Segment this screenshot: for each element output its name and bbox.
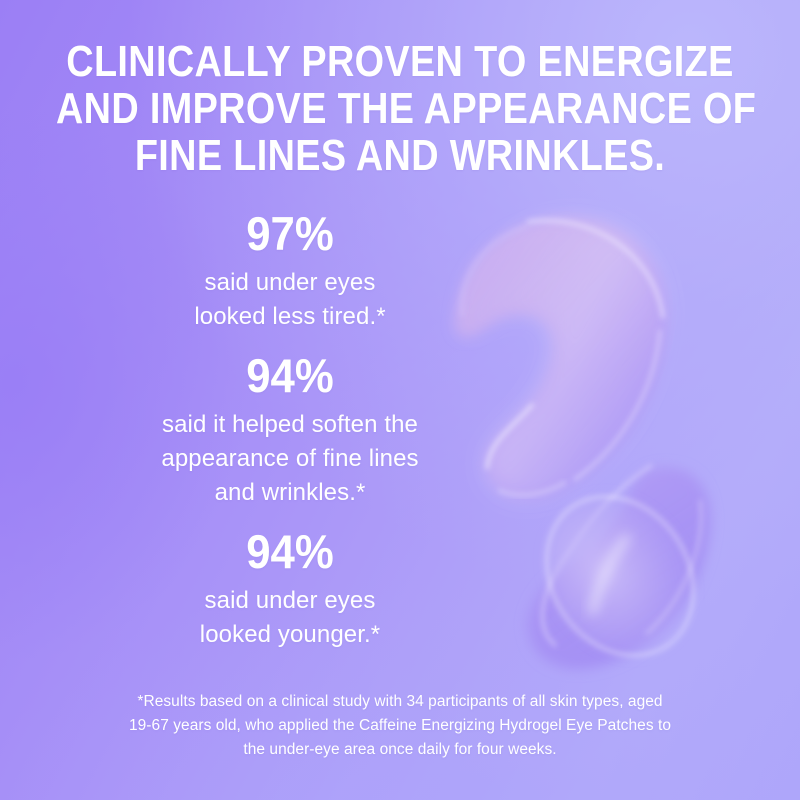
stat-description: said it helped soften the appearance of … (60, 408, 520, 510)
stat-description-line: looked less tired.* (194, 303, 386, 330)
stat-description-line: and wrinkles.* (214, 479, 366, 506)
stat-description-line: appearance of fine lines (161, 445, 419, 472)
footnote-line: *Results based on a clinical study with … (137, 693, 663, 710)
headline-line-2: AND IMPROVE THE APPEARANCE OF (56, 84, 757, 133)
stat-item: 97% said under eyes looked less tired.* (60, 206, 520, 334)
stat-percentage: 97% (246, 207, 334, 260)
stat-item: 94% said under eyes looked younger.* (60, 524, 520, 652)
headline-line-3: FINE LINES AND WRINKLES. (134, 131, 666, 180)
stat-description: said under eyes looked less tired.* (60, 266, 520, 334)
footnote-line: the under-eye area once daily for four w… (243, 741, 557, 758)
stat-description-line: said under eyes (204, 587, 376, 614)
headline: CLINICALLY PROVEN TO ENERGIZE AND IMPROV… (56, 37, 757, 180)
stat-description-line: said under eyes (204, 269, 376, 296)
stat-description: said under eyes looked younger.* (60, 584, 520, 652)
stat-description-line: said it helped soften the (161, 411, 418, 438)
stat-percentage: 94% (246, 525, 334, 578)
footnote-line: 19-67 years old, who applied the Caffein… (128, 717, 672, 734)
stat-percentage: 94% (246, 349, 334, 402)
stat-item: 94% said it helped soften the appearance… (60, 348, 520, 510)
headline-line-1: CLINICALLY PROVEN TO ENERGIZE (66, 37, 734, 86)
statistics-list: 97% said under eyes looked less tired.* … (60, 206, 520, 652)
footnote-disclaimer: *Results based on a clinical study with … (95, 690, 705, 762)
stat-description-line: looked younger.* (199, 621, 381, 648)
